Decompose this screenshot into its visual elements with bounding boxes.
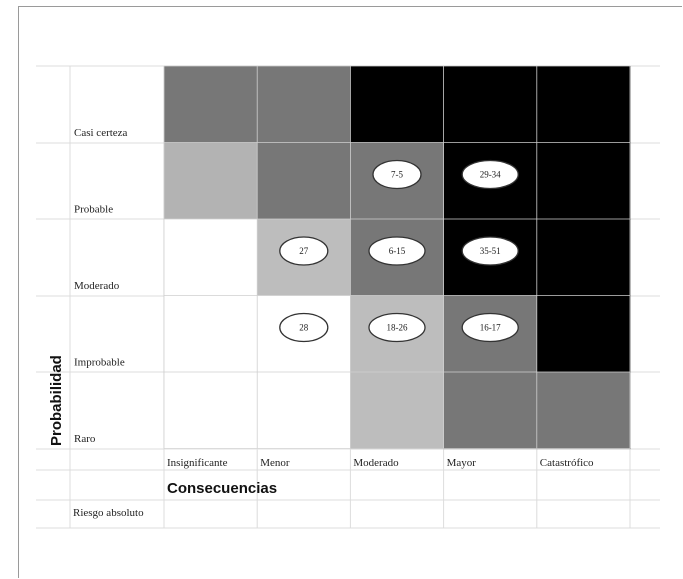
axis-labels: Casi certeza Probable Moderado Improbable Ra…	[74, 127, 594, 469]
risk-marker-label: 29-34	[480, 170, 501, 180]
risk-marker	[368, 312, 426, 343]
risk-marker-label: 35-51	[480, 246, 501, 256]
x-axis-label: Consecuencias	[167, 480, 277, 497]
risk-cell	[443, 372, 538, 450]
risk-marker-label: 16-17	[480, 323, 501, 333]
risk-cell	[536, 142, 631, 220]
risk-marker	[461, 159, 519, 190]
risk-cell	[164, 219, 258, 297]
risk-cell	[164, 295, 258, 373]
risk-cell	[536, 372, 631, 450]
risk-cell	[164, 66, 258, 144]
risk-cell	[257, 372, 351, 450]
column-label: Mayor	[447, 457, 477, 469]
risk-cell	[257, 66, 351, 144]
row-label: Moderado	[74, 280, 120, 292]
column-label: Catastrófico	[540, 457, 594, 469]
risk-cell	[350, 372, 445, 450]
risk-cell	[164, 142, 258, 220]
row-label: Raro	[74, 433, 96, 445]
row-label: Probable	[74, 204, 113, 216]
risk-cell	[536, 219, 631, 297]
risk-cell	[350, 66, 445, 144]
risk-marker-label: 6-15	[389, 246, 406, 256]
row-label: Improbable	[74, 357, 125, 369]
risk-cell	[536, 295, 631, 373]
risk-marker	[279, 312, 329, 343]
figure-frame	[18, 6, 682, 578]
risk-marker	[461, 236, 519, 266]
risk-marker	[279, 236, 329, 266]
row-label: Casi certeza	[74, 127, 128, 139]
risk-marker	[368, 236, 426, 266]
column-label: Moderado	[353, 457, 399, 469]
risk-cell	[536, 66, 631, 144]
risk-markers: 7-5 29-34 27 6-15 35-51 28 18-26 16-17	[279, 159, 519, 343]
risk-marker-label: 28	[299, 323, 309, 333]
risk-marker-label: 27	[299, 246, 309, 256]
risk-cells	[163, 65, 631, 450]
risk-marker	[372, 159, 422, 190]
risk-cell	[164, 372, 258, 450]
risk-marker-label: 7-5	[391, 170, 403, 180]
risk-marker-label: 18-26	[387, 323, 408, 333]
risk-cell	[443, 66, 538, 144]
column-label: Menor	[260, 457, 290, 469]
footer-label: Riesgo absoluto	[73, 507, 144, 519]
risk-cell	[257, 142, 351, 220]
column-label: Insignificante	[167, 457, 228, 469]
y-axis-label: Probabilidad	[48, 355, 65, 446]
risk-marker	[461, 312, 519, 343]
